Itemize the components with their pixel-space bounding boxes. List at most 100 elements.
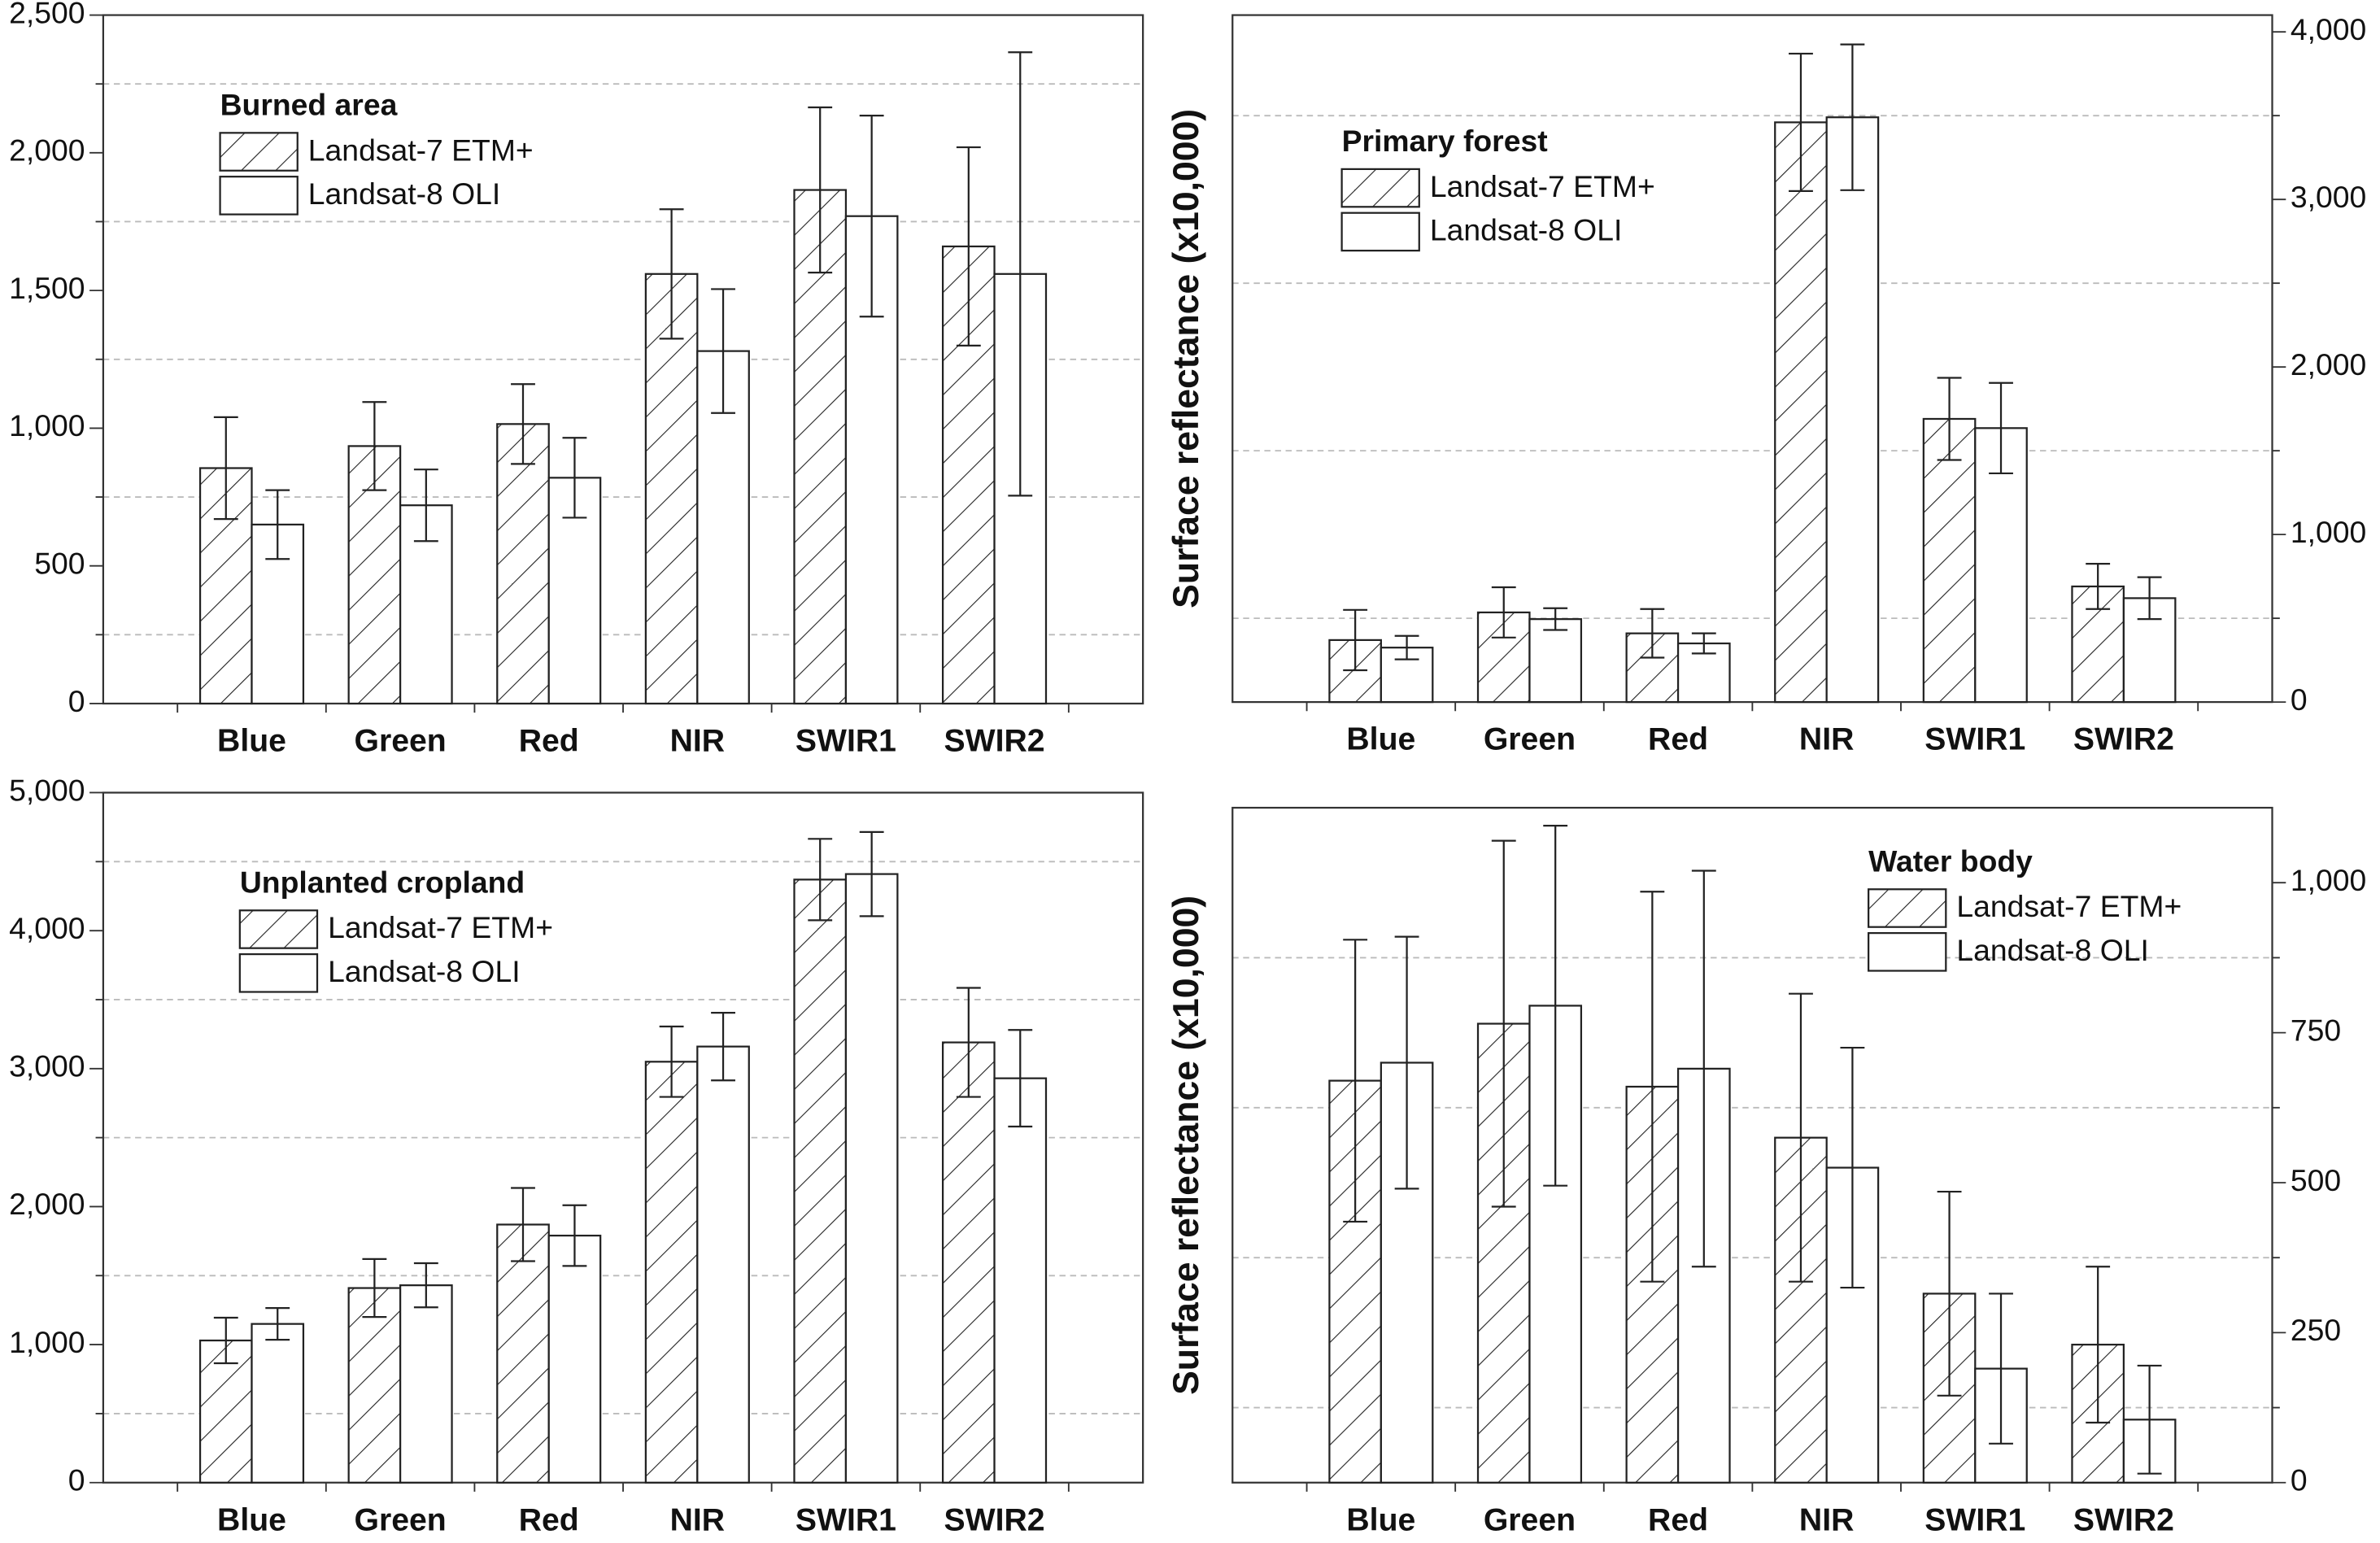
legend-swatch	[1868, 888, 1947, 928]
legend-label: Landsat-7 ETM+	[328, 910, 553, 944]
error-bar	[1394, 634, 1419, 660]
error-bar	[1640, 608, 1665, 659]
x-tick-label: Blue	[217, 724, 286, 759]
bar	[941, 1041, 996, 1484]
legend-swatch	[238, 909, 319, 949]
bar	[793, 189, 848, 705]
error-bar	[1937, 1190, 1962, 1397]
error-bar	[213, 416, 238, 521]
legend-label: Landsat-7 ETM+	[1430, 169, 1655, 203]
error-bar	[1989, 1292, 2013, 1445]
error-bar	[1691, 632, 1716, 655]
error-bar	[1008, 51, 1033, 497]
x-tick-label: SWIR2	[944, 1502, 1044, 1537]
error-bar	[1640, 891, 1665, 1283]
error-bar	[1343, 939, 1368, 1223]
x-tick-label: SWIR1	[796, 724, 896, 759]
error-bar	[413, 469, 438, 543]
error-bar	[1343, 608, 1368, 672]
panel: 0 1,000 2,000 3,000 4,000 5,000 Blue Green Red NI…	[9, 773, 1144, 1537]
legend-label: Landsat-8 OLI	[1430, 213, 1623, 247]
x-tick-label: Green	[1484, 722, 1576, 757]
y-tick-label: 3,000	[9, 1049, 85, 1083]
error-bar	[1008, 1029, 1033, 1128]
y-tick-label: 4,000	[9, 911, 85, 945]
bar	[696, 1045, 750, 1484]
x-tick-label: Green	[354, 1502, 446, 1537]
error-bar	[562, 437, 587, 519]
bar	[993, 1077, 1048, 1484]
x-tick-label: SWIR1	[1924, 1502, 2025, 1537]
error-bar	[956, 987, 981, 1098]
y-tick-label: 0	[68, 684, 85, 718]
y-axis-label: Surface reflectance (x10,000)	[1166, 109, 1206, 608]
y-tick-label: 750	[2291, 1013, 2341, 1048]
legend-title: Unplanted cropland	[240, 865, 525, 900]
x-tick-label: Green	[1484, 1502, 1576, 1537]
error-bar	[1543, 825, 1568, 1187]
x-tick-label: Red	[1648, 722, 1708, 757]
bar	[844, 873, 899, 1484]
error-bar	[1989, 381, 2013, 475]
legend-label: Landsat-7 ETM+	[308, 133, 534, 167]
y-tick-label: 4,000	[2291, 12, 2366, 46]
error-bar	[362, 1258, 387, 1319]
x-tick-label: Red	[519, 724, 579, 759]
panel: 0 1,000 2,000 3,000 4,000 Surface reflectance…	[1166, 12, 2366, 757]
legend-swatch	[219, 176, 299, 216]
error-bar	[1691, 870, 1716, 1268]
y-tick-label: 500	[34, 547, 85, 581]
legend-swatch	[238, 952, 319, 993]
error-bar	[413, 1262, 438, 1309]
error-bar	[859, 830, 884, 918]
legend-swatch	[1340, 211, 1420, 252]
legend-title: Water body	[1868, 844, 2033, 878]
error-bar	[362, 401, 387, 491]
bar	[644, 272, 699, 705]
error-bar	[265, 489, 290, 560]
error-bar	[1543, 607, 1568, 631]
error-bar	[1789, 992, 1813, 1283]
y-tick-label: 0	[2291, 682, 2308, 717]
legend-label: Landsat-8 OLI	[328, 954, 521, 988]
legend-title: Burned area	[220, 88, 398, 122]
error-bar	[859, 115, 884, 318]
x-tick-label: SWIR2	[944, 724, 1044, 759]
legend-swatch	[1340, 168, 1420, 208]
y-axis-label: Surface reflectance (x10,000)	[1166, 896, 1206, 1395]
error-bar	[265, 1307, 290, 1341]
y-tick-label: 5,000	[9, 773, 85, 807]
y-tick-label: 1,500	[9, 271, 85, 305]
error-bar	[2086, 563, 2111, 610]
x-tick-label: NIR	[670, 724, 725, 759]
y-tick-label: 2,000	[9, 1187, 85, 1221]
legend-title: Primary forest	[1342, 124, 1548, 158]
y-tick-label: 500	[2291, 1163, 2341, 1197]
error-bar	[1789, 52, 1813, 192]
y-tick-label: 1,000	[9, 408, 85, 442]
error-bar	[956, 146, 981, 347]
y-tick-label: 2,000	[2291, 347, 2366, 381]
bar	[1922, 417, 1977, 704]
error-bar	[511, 383, 535, 465]
bar	[1774, 121, 1828, 704]
error-bar	[659, 208, 684, 340]
error-bar	[1937, 377, 1962, 461]
y-tick-label: 0	[2291, 1463, 2308, 1497]
bar	[198, 1339, 253, 1484]
error-bar	[511, 1187, 535, 1262]
error-bar	[808, 106, 833, 274]
panel: 0 500 1,000 1,500 2,000 2,500 Blue Green Red NIR S…	[9, 0, 1144, 759]
x-tick-label: Blue	[1346, 722, 1415, 757]
legend-label: Landsat-8 OLI	[1956, 933, 2149, 967]
bar	[644, 1061, 699, 1484]
error-bar	[711, 1011, 735, 1082]
error-bar	[1491, 839, 1516, 1208]
x-tick-label: NIR	[670, 1502, 725, 1537]
y-tick-label: 250	[2291, 1313, 2341, 1347]
error-bar	[2137, 1364, 2162, 1475]
x-tick-label: Green	[354, 724, 446, 759]
error-bar	[2137, 576, 2162, 621]
